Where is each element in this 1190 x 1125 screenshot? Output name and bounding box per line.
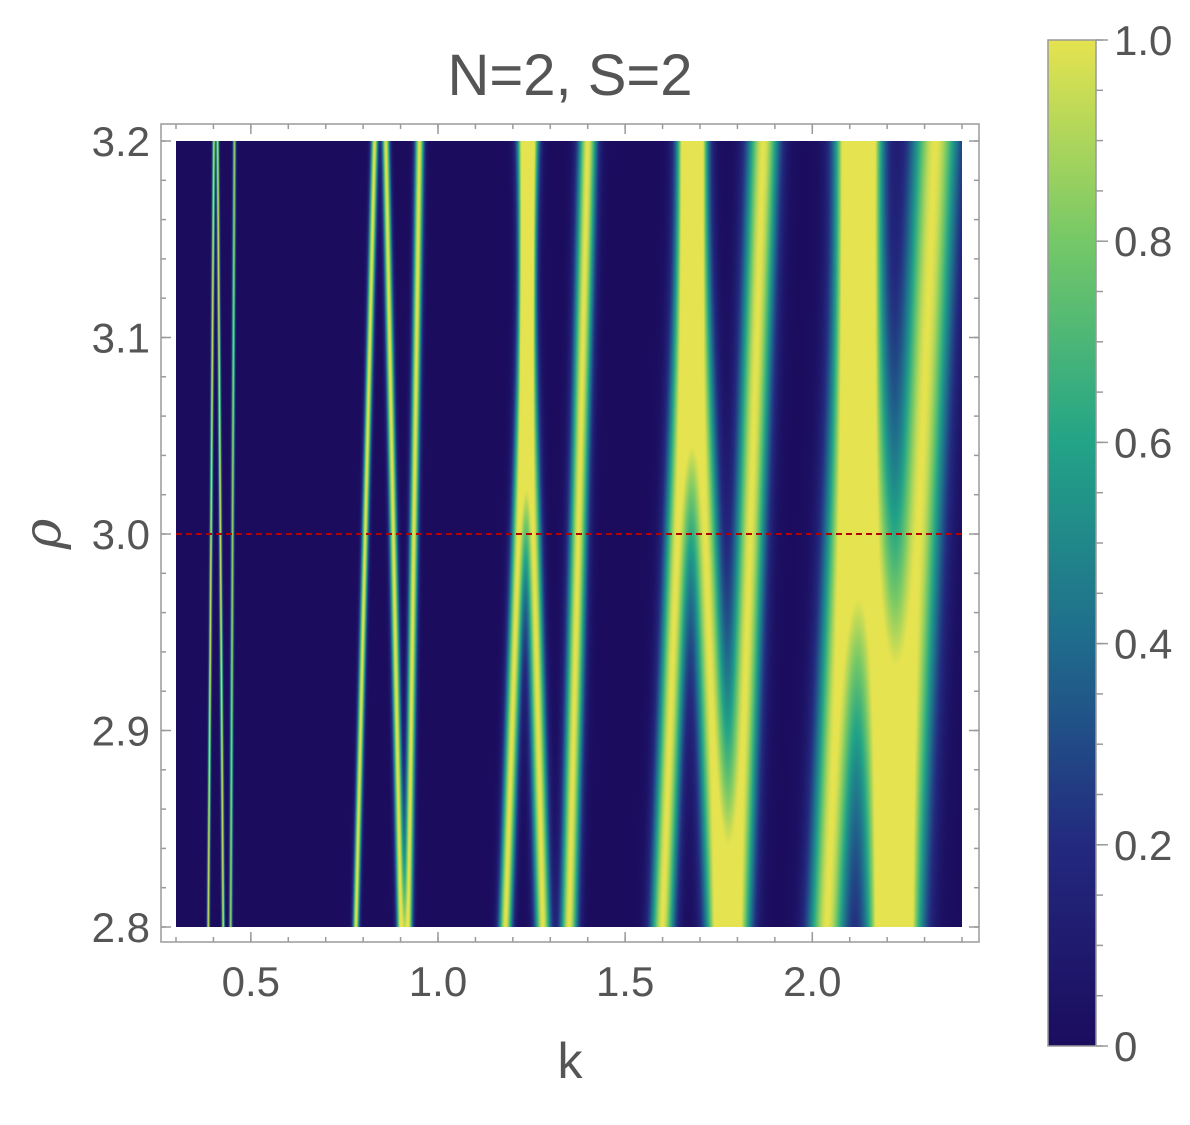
colorbar-tick-label: 0.4	[1114, 621, 1172, 668]
y-tick-label: 2.9	[92, 708, 150, 755]
colorbar	[1047, 39, 1097, 1047]
plot-frame	[160, 123, 980, 943]
x-tick-label: 1.5	[596, 958, 654, 1005]
colorbar-tick-label: 0.8	[1114, 218, 1172, 265]
x-tick-label: 2.0	[783, 958, 841, 1005]
colorbar-tick-label: 0.2	[1114, 822, 1172, 869]
x-axis-label: k	[558, 1033, 584, 1089]
colorbar-tick-label: 1.0	[1114, 17, 1172, 64]
y-tick-label: 2.8	[92, 904, 150, 951]
x-tick-label: 0.5	[222, 958, 280, 1005]
colorbar-tick-label: 0	[1114, 1023, 1137, 1070]
colorbar-tick-label: 0.6	[1114, 419, 1172, 466]
x-tick-label: 1.0	[409, 958, 467, 1005]
y-axis-label: ρ	[13, 518, 73, 550]
colorbar-ticks: 0 0.2 0.4 0.6 0.8 1.0	[1096, 17, 1172, 1070]
y-tick-label: 3.2	[92, 118, 150, 165]
chart-title: N=2, S=2	[447, 43, 692, 108]
x-axis-ticks: 0.5 1.0 1.5 2.0	[175, 124, 963, 1005]
y-tick-label: 3.1	[92, 315, 150, 362]
y-axis-ticks: 2.8 2.9 3.0 3.1 3.2	[92, 118, 979, 951]
y-tick-label: 3.0	[92, 511, 150, 558]
